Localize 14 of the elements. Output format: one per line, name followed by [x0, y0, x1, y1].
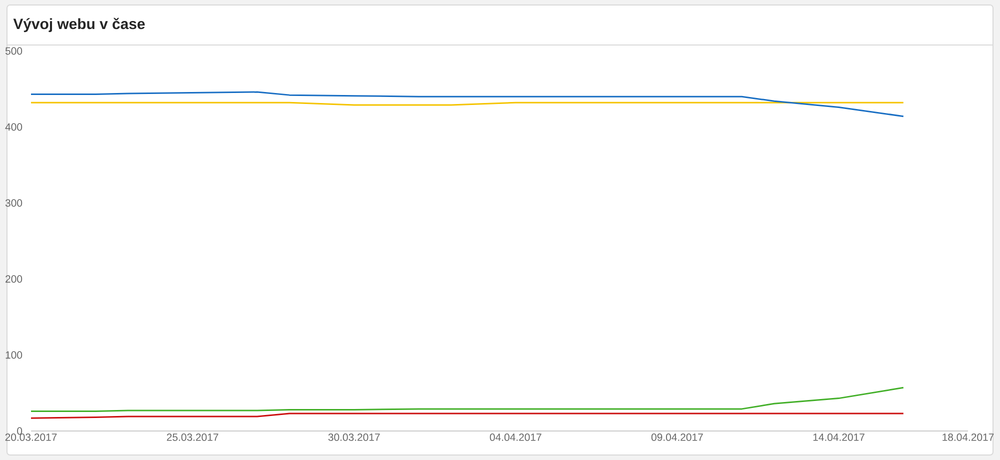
y-tick-label: 500: [5, 47, 22, 55]
x-tick-label: 30.03.2017: [328, 434, 380, 441]
x-tick-label: 25.03.2017: [166, 434, 218, 441]
x-tick-label: 18.04.2017: [942, 434, 994, 441]
x-tick-label: 09.04.2017: [651, 434, 703, 441]
chart-title: Vývoj webu v čase: [13, 18, 145, 32]
y-tick-label: 0: [17, 427, 22, 435]
y-tick-label: 300: [5, 199, 22, 207]
y-tick-label: 100: [6, 351, 22, 359]
x-tick-label: 20.03.2017: [5, 434, 57, 441]
y-tick-label: 200: [6, 275, 22, 283]
x-tick-label: 04.04.2017: [490, 434, 542, 441]
x-tick-label: 14.04.2017: [813, 434, 864, 441]
y-tick-label: 400: [5, 123, 22, 131]
